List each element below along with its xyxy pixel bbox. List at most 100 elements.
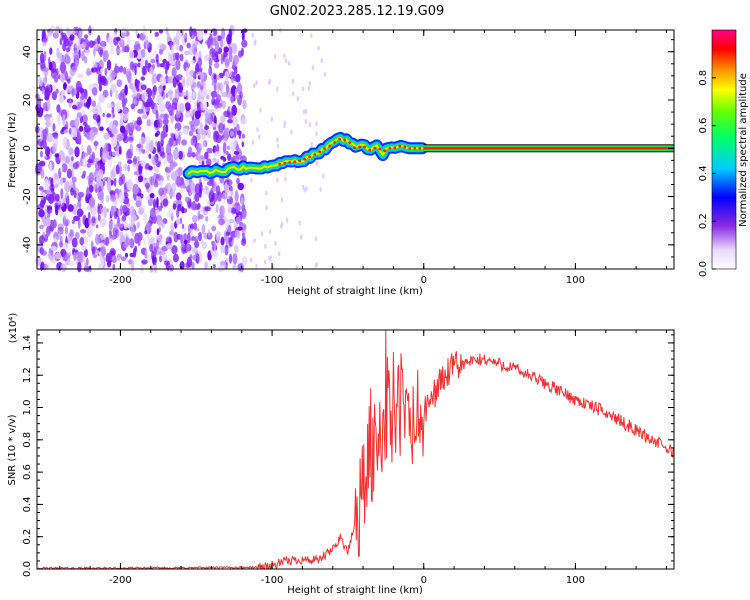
spectrogram-noise-blob <box>95 173 103 182</box>
spectrogram-noise-blob <box>195 133 201 141</box>
x-tick-label: 0 <box>421 575 427 586</box>
spectrogram-noise-blob <box>218 122 224 134</box>
spectrogram-noise-blob <box>127 122 135 133</box>
spectrogram-noise-blob <box>162 84 166 91</box>
spectrogram-noise-blob <box>126 179 133 191</box>
spectrogram-noise-blob <box>249 257 253 263</box>
spectrogram-noise-blob <box>111 151 118 157</box>
spectrogram-noise-blob <box>99 218 106 227</box>
colorbar-ticks: 0.0 0.2 0.4 0.6 0.8 <box>698 70 716 277</box>
snr-multiplier-label: (x10⁴) <box>8 313 19 344</box>
spectrogram-noise-blob <box>115 102 121 113</box>
spectrogram-noise-blob <box>87 96 92 106</box>
spectrogram-noise-blob <box>39 130 43 142</box>
spectrogram-noise-blob <box>94 63 98 68</box>
spectrogram-noise-blob <box>185 243 189 254</box>
spectrogram-noise-blob <box>175 218 181 225</box>
signal-track-peak <box>353 146 357 150</box>
spectrogram-noise-blob <box>145 142 150 155</box>
spectrogram-noise-blob <box>173 148 179 161</box>
spectrogram-noise-blob <box>108 122 113 132</box>
spectrogram-noise-blob <box>213 241 217 252</box>
spectrogram-noise-blob <box>302 184 305 190</box>
spectrogram-noise-blob <box>317 45 320 51</box>
spectrogram-noise-blob <box>190 106 194 116</box>
spectrogram-noise-blob <box>71 104 78 110</box>
spectrogram-noise-blob <box>276 86 279 92</box>
spectrogram-noise-blob <box>149 208 157 218</box>
spectrogram-noise-blob <box>67 204 74 212</box>
spectrogram-noise-blob <box>86 227 93 238</box>
spectrogram-noise-blob <box>171 182 177 194</box>
y-tick-label: 0.6 <box>22 464 33 480</box>
spectrogram-noise-blob <box>204 125 210 130</box>
spectrogram-noise-blob <box>153 165 158 172</box>
spectrogram-noise-blob <box>112 227 118 237</box>
spectrogram-noise-blob <box>220 38 224 49</box>
spectrogram-noise-blob <box>63 136 68 149</box>
spectrogram-noise-blob <box>141 114 148 119</box>
spectrogram-noise-blob <box>165 61 170 71</box>
signal-track-peak <box>298 159 302 163</box>
spectrogram-noise-blob <box>91 246 96 255</box>
spectrogram-noise-blob <box>224 244 229 256</box>
spectrogram-noise-blob <box>91 151 95 160</box>
spectrogram-noise-blob <box>122 113 128 122</box>
spectrogram-noise-blob <box>171 245 178 255</box>
spectrogram-noise-blob <box>197 81 201 87</box>
spectrogram-noise-blob <box>106 59 112 71</box>
spectrogram-noise-blob <box>274 240 277 246</box>
spectrogram-noise-blob <box>70 187 75 196</box>
spectrogram-noise-blob <box>315 160 319 166</box>
spectrogram-noise-blob <box>175 29 182 40</box>
spectrogram-noise-blob <box>41 129 48 141</box>
spectrogram-noise-blob <box>258 134 261 140</box>
spectrogram-noise-blob <box>200 99 206 111</box>
spectrogram-noise-blob <box>204 261 208 271</box>
signal-track-peak <box>368 148 372 152</box>
spectrogram-noise-blob <box>286 217 289 223</box>
spectrogram-noise-blob <box>242 95 245 102</box>
signal-track-peak <box>363 145 367 149</box>
spectrogram-noise-blob <box>64 55 71 64</box>
spectrogram-noise-blob <box>81 51 85 62</box>
spectrogram-noise-blob <box>145 35 149 42</box>
spectrogram-noise-blob <box>296 96 299 102</box>
spectrogram-noise-blob <box>81 245 87 251</box>
spectrogram-noise-blob <box>234 88 238 99</box>
spectrogram-noise-blob <box>106 208 110 213</box>
spectrogram-noise-blob <box>201 224 206 235</box>
spectrogram-noise-blob <box>44 178 49 190</box>
spectrogram-noise-blob <box>308 122 312 128</box>
spectrogram-noise-blob <box>77 127 81 138</box>
spectrogram-noise-blob <box>168 137 174 147</box>
spectrogram-noise-blob <box>205 89 212 98</box>
spectrogram-noise-blob <box>175 108 181 119</box>
spectrogram-noise-blob <box>235 216 241 225</box>
spectrogram-noise-blob <box>101 151 108 164</box>
spectrogram-noise-blob <box>127 164 130 172</box>
spectrogram-noise-blob <box>194 183 201 196</box>
spectrogram-noise-blob <box>68 99 72 108</box>
spectrogram-noise-blob <box>223 110 230 118</box>
spectrogram-noise-blob <box>125 130 129 135</box>
spectrogram-noise-blob <box>308 81 311 86</box>
spectrogram-noise-blob <box>46 206 53 214</box>
spectrogram-noise-blob <box>67 78 71 84</box>
spectrogram-noise-blob <box>198 214 204 220</box>
spectrogram-noise-blob <box>153 262 158 274</box>
spectrogram-noise-blob <box>177 166 183 177</box>
spectrogram-noise-blob <box>265 205 268 211</box>
spectrogram-noise-blob <box>60 176 64 186</box>
spectrogram-noise-blob <box>218 214 224 219</box>
spectrogram-noise-blob <box>63 242 69 250</box>
spectrogram-noise-blob <box>54 172 58 180</box>
spectrogram-noise-blob <box>229 141 236 152</box>
spectrogram-noise-blob <box>57 226 64 235</box>
spectrogram-noise-blob <box>100 242 105 247</box>
spectrogram-noise-blob <box>172 253 179 263</box>
spectrogram-noise-blob <box>319 186 322 192</box>
spectrogram-noise-blob <box>95 224 99 229</box>
spectrogram-noise-blob <box>99 75 107 86</box>
spectrogram-noise-blob <box>236 82 243 95</box>
